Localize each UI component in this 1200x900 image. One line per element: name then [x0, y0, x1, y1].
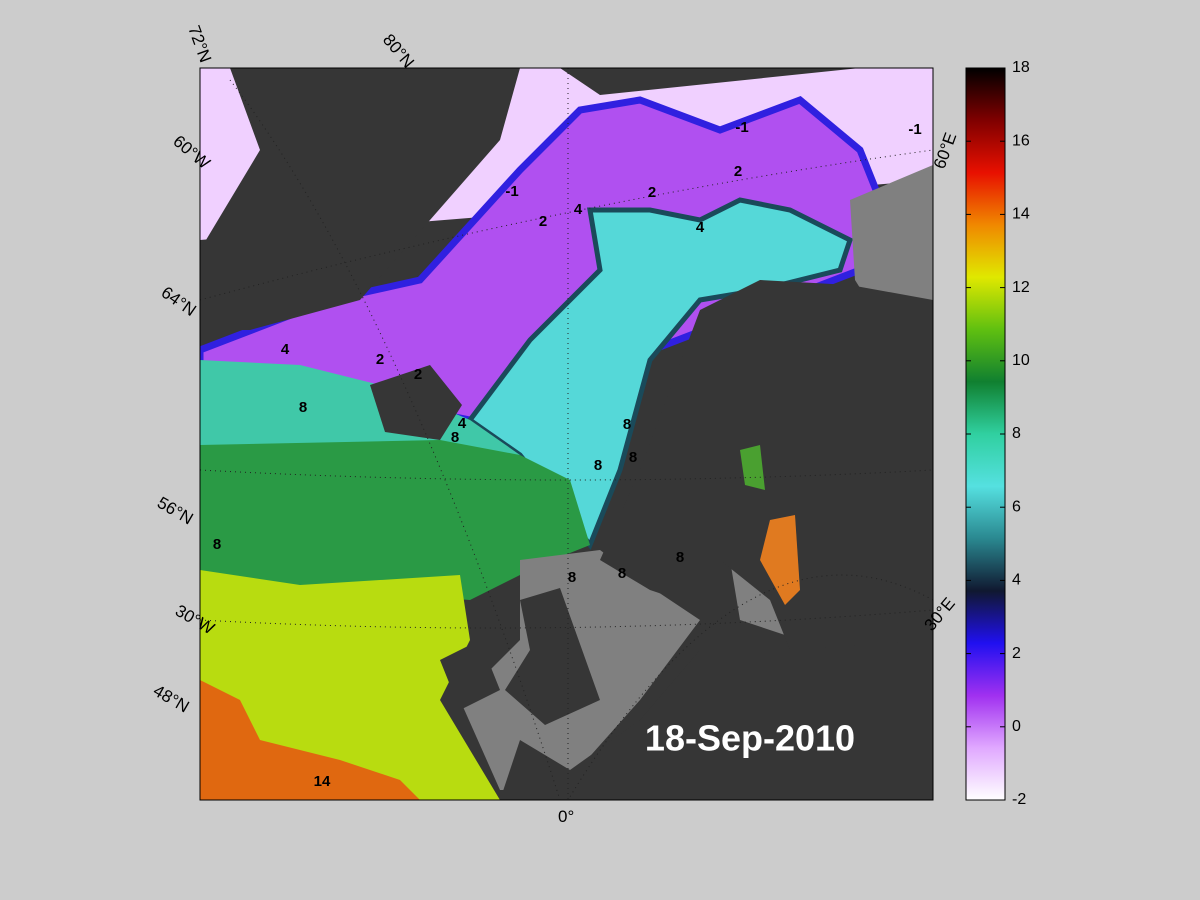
- contour-label: 2: [376, 351, 384, 368]
- contour-label: 8: [618, 565, 626, 582]
- tick-label: 12: [1012, 279, 1030, 296]
- tick-label: 14: [1012, 206, 1030, 223]
- grid-label: 0°: [558, 807, 574, 826]
- shelf-sea: [850, 165, 933, 320]
- tick-label: 18: [1012, 59, 1030, 76]
- contour-label: 2: [734, 163, 742, 180]
- contour-label: 8: [629, 449, 637, 466]
- grid-label: 60°E: [930, 130, 961, 171]
- contour-label: 8: [451, 429, 459, 446]
- contour-label: 14: [314, 773, 331, 790]
- colorbar: [965, 67, 1006, 801]
- tick-label: 0: [1012, 718, 1021, 735]
- contour-label: 8: [594, 457, 602, 474]
- land: [370, 365, 462, 440]
- baltic-green: [740, 445, 765, 490]
- contour-label: 8: [676, 549, 684, 566]
- contour-label: -1: [735, 119, 748, 136]
- grid-label: 72°N: [184, 23, 215, 65]
- tick-label: 2: [1012, 645, 1021, 662]
- tick-label: 10: [1012, 352, 1030, 369]
- ocean-subtropic: [200, 680, 420, 800]
- tick-label: 8: [1012, 425, 1021, 442]
- contour-label: 2: [648, 184, 656, 201]
- land: [200, 68, 520, 330]
- contour-label: 8: [623, 416, 631, 433]
- grid-label: 64°N: [158, 283, 200, 320]
- graticule: [200, 68, 933, 800]
- land: [600, 280, 933, 650]
- contour-label: -1: [908, 121, 921, 138]
- land: [500, 650, 933, 800]
- map: -1 2 4 2 4 2 -1 -1 4 2 2 8 8 4 8 8 8 8 8…: [200, 68, 933, 800]
- tick-label: -2: [1012, 791, 1026, 808]
- contour-label: 4: [281, 341, 290, 358]
- tick-label: 4: [1012, 572, 1021, 589]
- tick-label: 16: [1012, 132, 1030, 149]
- grid-label: 56°N: [154, 493, 196, 528]
- contour-label: 8: [299, 399, 307, 416]
- contour-label: 4: [696, 219, 705, 236]
- baltic-warm: [760, 515, 800, 605]
- grid-label: 80°N: [379, 30, 418, 71]
- ocean-atlantic: [200, 440, 590, 600]
- contour-label: 2: [414, 366, 422, 383]
- land: [505, 588, 600, 725]
- date-label: 18-Sep-2010: [645, 718, 855, 759]
- contour-label: 2: [539, 213, 547, 230]
- contour-label: 8: [568, 569, 576, 586]
- map-frame: [199, 67, 934, 801]
- tick-label: 6: [1012, 498, 1021, 515]
- contour-label: 4: [458, 415, 467, 432]
- contour-label: 4: [574, 201, 583, 218]
- land: [440, 640, 500, 710]
- contour-label: -1: [505, 183, 518, 200]
- contour-label: 8: [213, 536, 221, 553]
- grid-label: 48°N: [150, 681, 192, 716]
